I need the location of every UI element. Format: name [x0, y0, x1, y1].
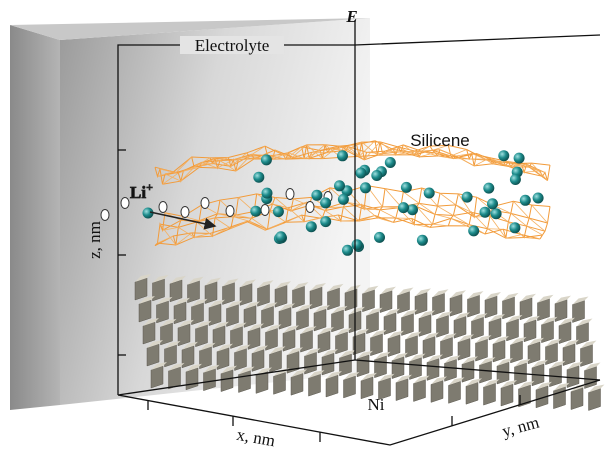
teal-atom [342, 245, 353, 256]
mesh-line [438, 206, 454, 215]
z-axis-label: z, nm [85, 221, 104, 259]
teal-atom [311, 190, 322, 201]
teal-atom [253, 172, 264, 183]
teal-atom [385, 157, 396, 168]
teal-atom [360, 182, 371, 193]
teal-atom [337, 150, 348, 161]
mesh-line [524, 171, 540, 172]
teal-atom [275, 231, 286, 242]
li-base: Li [130, 183, 146, 202]
teal-atom [355, 168, 366, 179]
li-sup: + [146, 180, 153, 194]
mesh-line [378, 218, 394, 222]
teal-atom [261, 154, 272, 165]
teal-atom [483, 183, 494, 194]
li-ion [261, 205, 269, 216]
mesh-line [488, 229, 504, 230]
teal-atom [250, 206, 261, 217]
teal-atom [352, 239, 363, 250]
ni-label: Ni [368, 395, 385, 414]
teal-atom [509, 222, 520, 233]
teal-atom [398, 202, 409, 213]
teal-atom [371, 170, 382, 181]
li-ion [101, 210, 109, 221]
y-axis-label: y, nm [500, 413, 541, 441]
teal-atom [334, 180, 345, 191]
figure: Electrolyte E Silicene Li+ z, nm x, nm y… [0, 0, 605, 455]
teal-atom [338, 194, 349, 205]
mesh-line [380, 210, 396, 218]
teal-atom [306, 221, 317, 232]
mesh-line [433, 224, 449, 226]
mesh-line [456, 205, 472, 212]
teal-atom [487, 198, 498, 209]
li-ion [226, 206, 234, 217]
teal-atom [320, 216, 331, 227]
li-ion [286, 189, 294, 200]
teal-atom [498, 150, 509, 161]
teal-atom [262, 188, 273, 199]
e-label: E [345, 7, 357, 26]
teal-atom [510, 174, 521, 185]
teal-atom [533, 193, 544, 204]
teal-atom [320, 197, 331, 208]
teal-atom [491, 208, 502, 219]
teal-atom [417, 235, 428, 246]
x-axis-label: x, nm [235, 425, 276, 450]
teal-atom [514, 153, 525, 164]
li-ion [306, 202, 314, 213]
teal-atom [520, 195, 531, 206]
teal-atom [374, 232, 385, 243]
silicene-label: Silicene [410, 131, 470, 150]
mesh-line [522, 205, 532, 238]
mesh-line [403, 192, 419, 203]
teal-atom [273, 206, 284, 217]
mesh-line [532, 205, 548, 223]
teal-atom [462, 192, 473, 203]
mesh-line [440, 193, 456, 205]
teal-atom [480, 207, 491, 218]
teal-atom [401, 182, 412, 193]
electrolyte-side [10, 25, 60, 410]
teal-atom [424, 188, 435, 199]
li-ion [121, 198, 129, 209]
teal-atom [468, 225, 479, 236]
electrolyte-label: Electrolyte [195, 36, 270, 55]
li-ion [181, 207, 189, 218]
li-ion [201, 198, 209, 209]
li-ion [159, 202, 167, 213]
mesh-line [490, 216, 506, 238]
